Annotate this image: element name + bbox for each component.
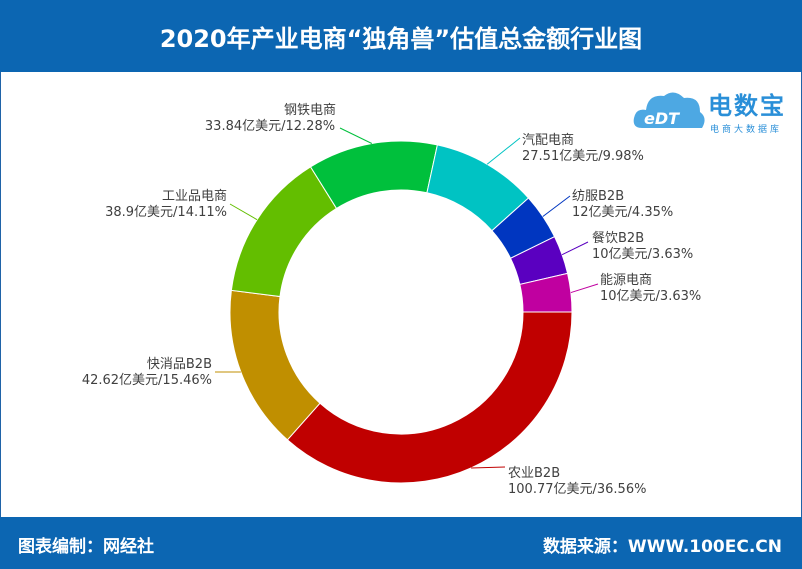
donut-slice-2 (230, 166, 338, 298)
slice-name-1: 快消品B2B (147, 357, 212, 372)
footer-source: 数据来源：WWW.100EC.CN (542, 537, 782, 557)
leader-lines (214, 127, 599, 469)
slice-value-3: 33.84亿美元/12.28% (205, 119, 335, 134)
leader-line-2 (229, 203, 258, 221)
leader-line-3 (339, 127, 373, 144)
slice-value-2: 38.9亿美元/14.11% (105, 205, 227, 220)
footer-bar: 图表编制：网经社 数据来源：WWW.100EC.CN (0, 517, 802, 569)
donut-slice-7 (519, 272, 573, 313)
slice-value-6: 10亿美元/3.63% (592, 247, 693, 262)
slice-name-4: 汽配电商 (522, 133, 574, 148)
logo-text: 电数宝 (708, 92, 786, 120)
slice-value-4: 27.51亿美元/9.98% (522, 149, 644, 164)
slice-value-0: 100.77亿美元/36.56% (508, 482, 646, 497)
slice-name-6: 餐饮B2B (592, 230, 644, 246)
footer-credit: 图表编制：网经社 (18, 537, 154, 557)
slice-name-5: 纺服B2B (572, 189, 624, 204)
slice-value-5: 12亿美元/4.35% (572, 205, 673, 220)
slice-name-2: 工业品电商 (162, 189, 227, 204)
leader-line-5 (542, 195, 571, 217)
leader-line-0 (471, 466, 506, 469)
logo-mark: eDT (644, 109, 680, 128)
slice-value-1: 42.62亿美元/15.46% (82, 373, 212, 388)
leader-line-4 (486, 137, 521, 165)
leader-line-7 (570, 283, 599, 294)
leader-line-6 (561, 241, 589, 256)
slice-name-0: 农业B2B (508, 466, 560, 481)
page-title: 2020年产业电商“独角兽”估值总金额行业图 (0, 0, 802, 72)
slice-value-7: 10亿美元/3.63% (600, 289, 701, 304)
donut-slice-1 (229, 289, 321, 441)
donut-slice-0 (286, 311, 573, 484)
logo-subtitle: 电商大数据库 (710, 125, 783, 135)
slice-name-7: 能源电商 (600, 273, 652, 288)
donut-slices (229, 140, 573, 484)
logo-cloud-icon: eDT (633, 92, 705, 128)
slice-name-3: 钢铁电商 (284, 103, 336, 118)
